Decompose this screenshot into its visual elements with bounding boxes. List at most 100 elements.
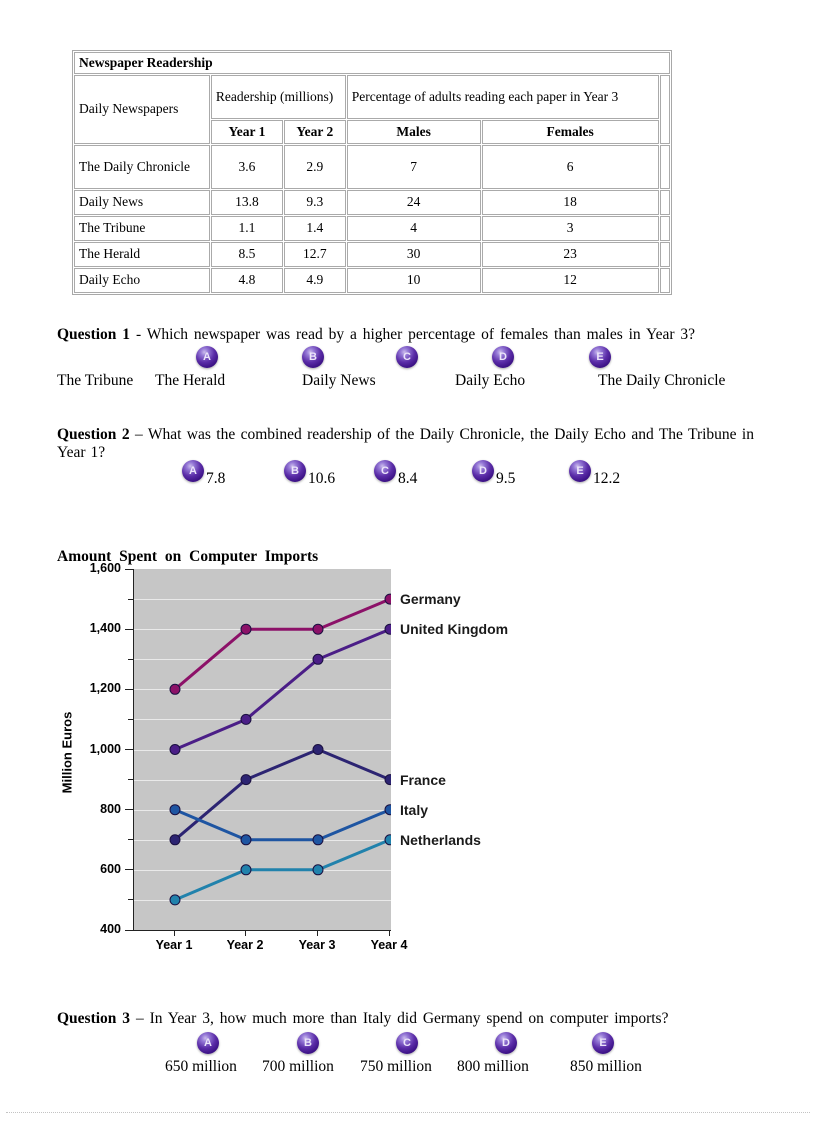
table-cell: Daily Echo xyxy=(74,268,210,293)
data-point xyxy=(169,834,181,846)
y-axis-label: 800 xyxy=(100,801,121,816)
option-letter: A xyxy=(204,1037,212,1049)
y-axis-tick xyxy=(128,598,133,600)
answer-option[interactable]: E 12.2 xyxy=(569,460,620,486)
x-axis-tick xyxy=(389,931,390,936)
answer-label: 750 million xyxy=(360,1058,432,1075)
answer-label: 700 million xyxy=(262,1058,334,1075)
option-bubble-e[interactable]: E xyxy=(589,346,611,368)
column-header-males: Males xyxy=(346,120,481,144)
question-2-label: Question 2 xyxy=(57,426,130,443)
option-bubble-c[interactable]: C xyxy=(396,1032,418,1054)
answer-label: Daily Echo xyxy=(455,372,526,389)
y-axis-label: 1,600 xyxy=(89,561,121,575)
question-3-label: Question 3 xyxy=(57,1010,131,1027)
table-cell: 30 xyxy=(346,242,481,267)
option-letter: B xyxy=(291,465,299,477)
column-header-year2: Year 2 xyxy=(283,120,346,144)
question-1-text: Question 1 - Which newspaper was read by… xyxy=(57,326,696,343)
option-bubble-a[interactable]: A xyxy=(196,346,218,368)
table-spacer-cell xyxy=(659,75,670,144)
table-cell: Daily News xyxy=(74,190,210,215)
answer-option[interactable]: C 8.4 xyxy=(374,460,417,486)
data-point xyxy=(240,834,252,846)
table-cell: 7 xyxy=(346,145,481,189)
answer-option[interactable]: B 10.6 xyxy=(284,460,335,486)
y-axis-tick xyxy=(128,779,133,781)
answer-label: The Daily Chronicle xyxy=(598,372,726,389)
column-header-year1: Year 1 xyxy=(210,120,283,144)
option-bubble-e[interactable]: E xyxy=(592,1032,614,1054)
option-bubble-b[interactable]: B xyxy=(297,1032,319,1054)
x-axis-tick xyxy=(174,931,175,936)
data-point xyxy=(169,894,181,906)
data-point xyxy=(312,623,324,635)
question-1-label: Question 1 xyxy=(57,326,131,343)
option-letter: C xyxy=(403,1037,411,1049)
data-point xyxy=(240,623,252,635)
data-point xyxy=(169,804,181,816)
x-axis-label: Year 4 xyxy=(370,938,408,952)
option-bubble-c[interactable]: C xyxy=(396,346,418,368)
table-cell: 10 xyxy=(346,268,481,293)
data-point xyxy=(384,774,391,786)
data-point xyxy=(312,834,324,846)
y-axis-tick xyxy=(128,839,133,841)
answer-option[interactable]: D 9.5 xyxy=(472,460,515,486)
answer-label: The Tribune xyxy=(57,372,134,389)
x-axis-label: Year 1 xyxy=(155,938,193,952)
gridline xyxy=(134,899,391,901)
option-bubble-b[interactable]: B xyxy=(284,460,306,482)
table-title: Newspaper Readership xyxy=(74,52,670,74)
option-letter: B xyxy=(304,1037,312,1049)
y-axis-tick xyxy=(125,688,133,690)
y-axis-tick xyxy=(128,718,133,720)
data-point xyxy=(384,834,391,846)
series-line-italy xyxy=(169,804,391,846)
y-axis-tick xyxy=(128,899,133,901)
y-axis-label: 600 xyxy=(100,861,121,876)
option-bubble-e[interactable]: E xyxy=(569,460,591,482)
y-axis-tick xyxy=(125,628,133,630)
gridline xyxy=(134,599,391,601)
option-bubble-a[interactable]: A xyxy=(182,460,204,482)
question-2-text: Question 2 – What was the combined reade… xyxy=(57,426,754,461)
x-axis-label: Year 3 xyxy=(298,938,336,952)
data-point xyxy=(312,653,324,665)
option-letter: E xyxy=(599,1037,607,1049)
option-bubble-d[interactable]: D xyxy=(495,1032,517,1054)
y-axis-tick xyxy=(125,929,133,931)
question-3-text: Question 3 – In Year 3, how much more th… xyxy=(57,1010,669,1027)
newspaper-readership-table: Newspaper Readership Daily Newspapers Re… xyxy=(72,50,672,295)
question-2-options: A 7.8 B 10.6 C 8.4 D 9.5 E 12.2 xyxy=(57,426,762,504)
x-axis-tick xyxy=(245,931,246,936)
column-group-readership: Readership (millions) xyxy=(210,75,346,119)
page-bottom-divider xyxy=(6,1112,810,1113)
data-point xyxy=(169,683,181,695)
y-axis-tick xyxy=(125,809,133,811)
answer-label: 650 million xyxy=(165,1058,237,1075)
option-bubble-b[interactable]: B xyxy=(302,346,324,368)
option-bubble-c[interactable]: C xyxy=(374,460,396,482)
data-point xyxy=(384,804,391,816)
option-bubble-d[interactable]: D xyxy=(492,346,514,368)
data-point xyxy=(312,744,324,755)
y-axis-tick xyxy=(128,658,133,660)
series-label-france: France xyxy=(400,771,446,788)
table-cell: 1.4 xyxy=(283,216,346,241)
series-line-france xyxy=(169,744,391,846)
table-row: Daily Echo 4.8 4.9 10 12 xyxy=(74,268,670,293)
answer-option[interactable]: A 7.8 xyxy=(182,460,225,486)
question-1: Question 1 - Which newspaper was read by… xyxy=(57,326,762,404)
table-cell: 3 xyxy=(481,216,659,241)
answer-value: 12.2 xyxy=(593,469,621,487)
answer-label: Daily News xyxy=(302,372,376,389)
option-bubble-a[interactable]: A xyxy=(197,1032,219,1054)
table-spacer-cell xyxy=(659,145,670,189)
y-axis-tick xyxy=(125,568,133,570)
data-point xyxy=(384,623,391,635)
table-cell: 4.8 xyxy=(210,268,283,293)
y-axis-label: 400 xyxy=(100,922,121,936)
option-bubble-d[interactable]: D xyxy=(472,460,494,482)
